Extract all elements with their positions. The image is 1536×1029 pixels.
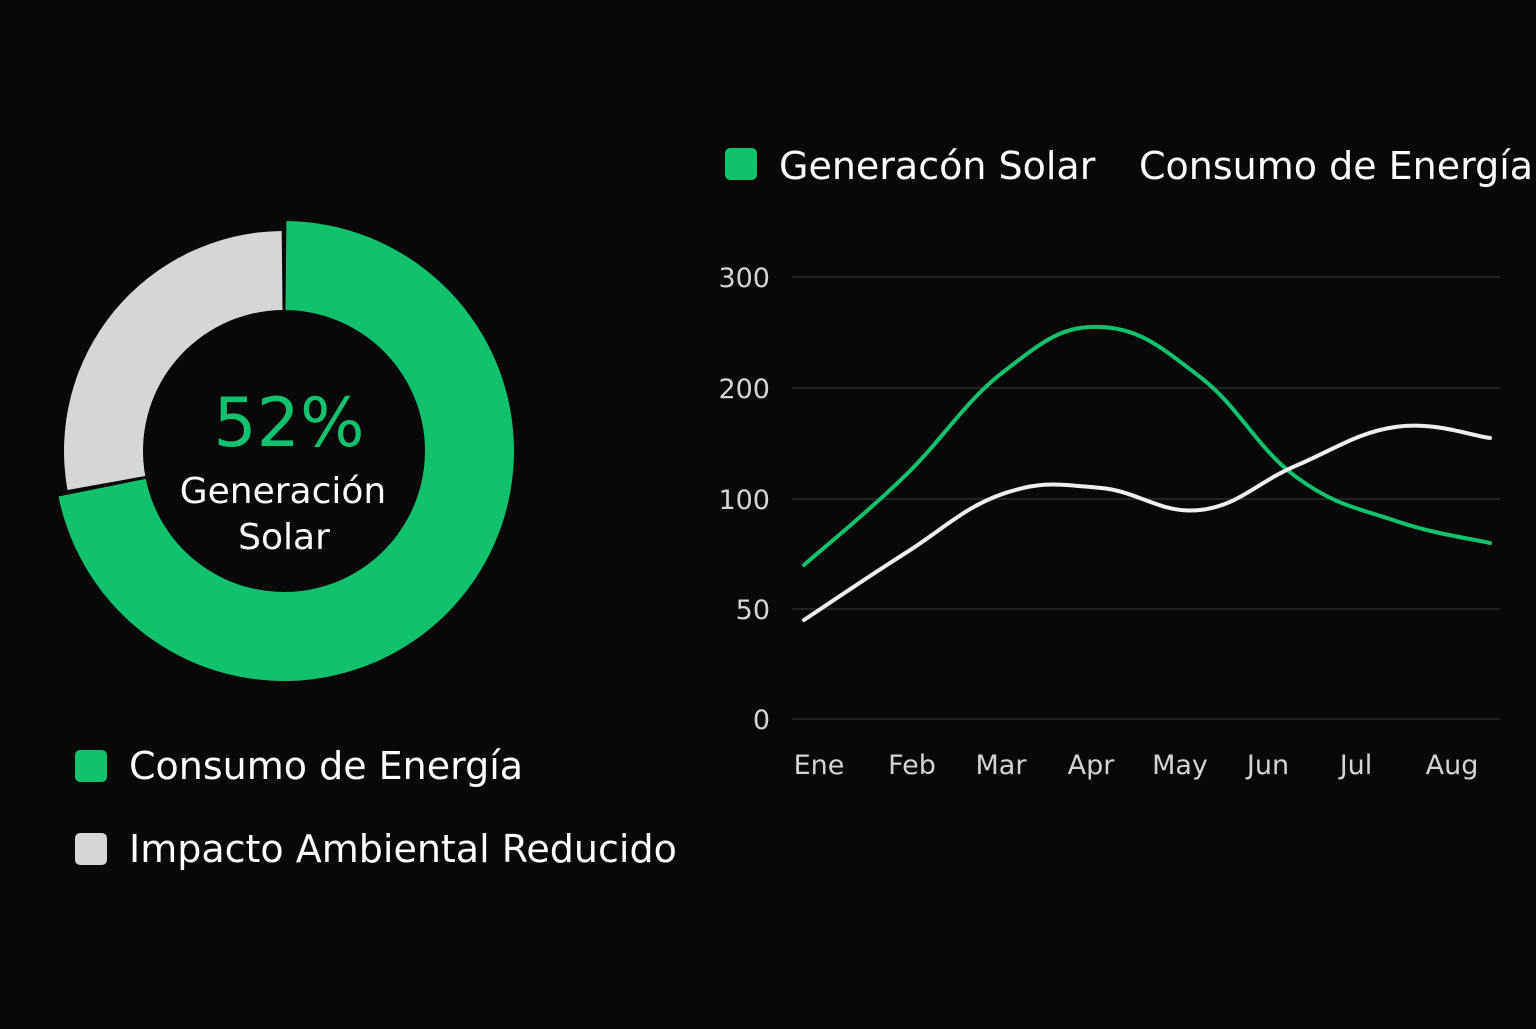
- donut-chart: [58, 221, 514, 681]
- donut-legend: Consumo de Energía Impacto Ambiental Red…: [75, 744, 677, 871]
- donut-slice: [58, 221, 514, 681]
- legend-swatch-green: [75, 750, 107, 782]
- legend-swatch-gray: [75, 833, 107, 865]
- donut-legend-item-impacto: Impacto Ambiental Reducido: [75, 827, 677, 871]
- y-tick-label: 200: [718, 374, 770, 405]
- donut-slice: [64, 231, 283, 490]
- line-chart: Generacón Solar Consumo de Energía 0 50 10…: [718, 144, 1533, 781]
- x-tick-label: Ene: [794, 750, 845, 781]
- donut-legend-label: Consumo de Energía: [129, 744, 523, 788]
- donut-center-label-line2: Solar: [238, 517, 330, 558]
- donut-legend-item-consumo: Consumo de Energía: [75, 744, 523, 788]
- series-line-generacion-solar: [802, 324, 1492, 567]
- y-tick-label: 0: [753, 705, 770, 736]
- x-tick-label: Feb: [888, 750, 936, 781]
- y-tick-label: 300: [718, 263, 770, 294]
- y-tick-label: 50: [736, 595, 770, 626]
- x-tick-label: Jul: [1338, 750, 1373, 781]
- y-tick-label: 100: [718, 485, 770, 516]
- series-line-consumo-energia: [802, 423, 1492, 622]
- x-axis-ticks: Ene Feb Mar Apr May Jun Jul Aug: [794, 750, 1479, 781]
- donut-center-label-line1: Generación: [180, 471, 387, 512]
- x-tick-label: Aug: [1426, 750, 1479, 781]
- x-tick-label: Apr: [1068, 750, 1116, 781]
- x-tick-label: May: [1152, 750, 1208, 781]
- x-tick-label: Mar: [976, 750, 1028, 781]
- line-legend-label-solar: Generacón Solar: [779, 144, 1096, 188]
- line-series: [802, 324, 1492, 622]
- y-axis-ticks: 0 50 100 200 300: [718, 263, 770, 736]
- legend-swatch-green: [725, 148, 757, 180]
- x-tick-label: Jun: [1245, 750, 1289, 781]
- line-legend-label-consumo: Consumo de Energía: [1139, 144, 1533, 188]
- grid-lines: [792, 276, 1500, 720]
- donut-center-value: 52%: [213, 384, 364, 463]
- line-legend: Generacón Solar Consumo de Energía: [725, 144, 1533, 188]
- donut-legend-label: Impacto Ambiental Reducido: [129, 827, 677, 871]
